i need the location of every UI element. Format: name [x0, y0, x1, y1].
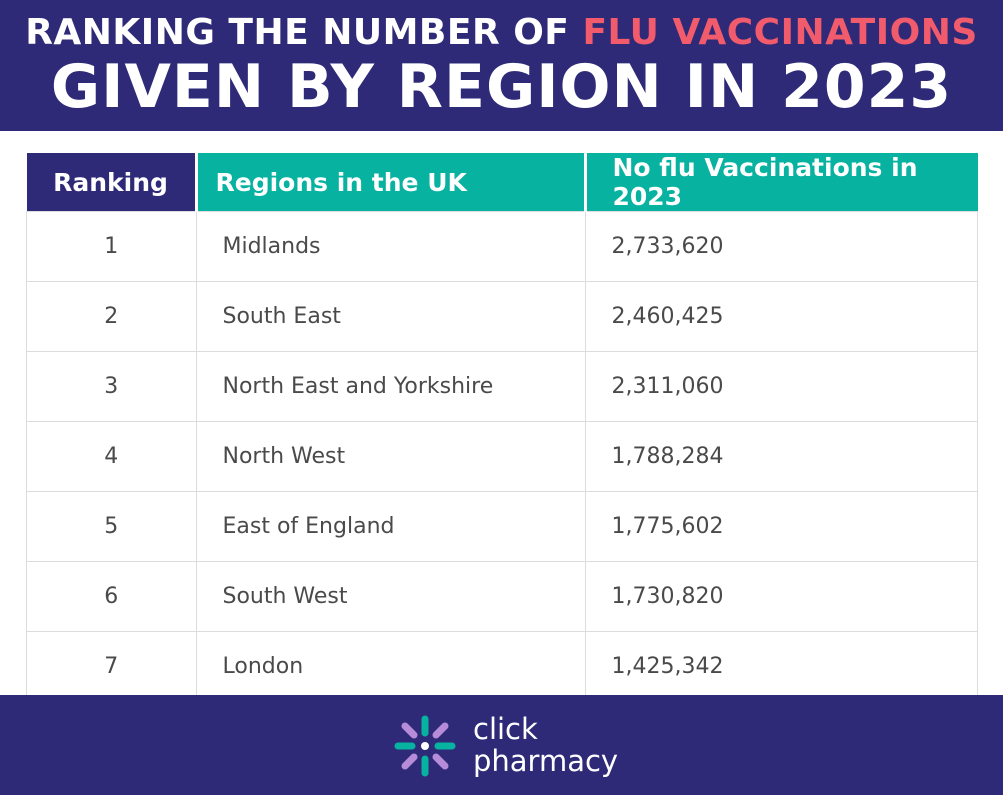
cell-ranking: 3 [26, 351, 197, 422]
table-row: 5 East of England 1,775,602 [26, 491, 978, 562]
table-row: 3 North East and Yorkshire 2,311,060 [26, 351, 978, 422]
header-banner: RANKING THE NUMBER OF FLU VACCINATIONS G… [0, 0, 1003, 131]
click-pharmacy-logo-icon [394, 715, 456, 777]
title-accent: FLU VACCINATIONS [582, 12, 978, 53]
cell-region: East of England [195, 491, 586, 562]
cell-vaccinations: 1,730,820 [584, 561, 978, 632]
cell-vaccinations: 2,311,060 [584, 351, 978, 422]
column-header-ranking: Ranking [26, 153, 196, 212]
table-header-row: Ranking Regions in the UK No flu Vaccina… [26, 153, 978, 212]
cell-region: Midlands [195, 211, 586, 282]
logo-line-2: pharmacy [473, 744, 619, 778]
title-line-1: RANKING THE NUMBER OF FLU VACCINATIONS [0, 12, 1003, 53]
cell-vaccinations: 2,733,620 [584, 211, 978, 282]
table-row: 2 South East 2,460,425 [26, 281, 978, 352]
table-row: 1 Midlands 2,733,620 [26, 211, 978, 282]
table-row: 4 North West 1,788,284 [26, 421, 978, 492]
column-header-vaccinations: No flu Vaccinations in 2023 [583, 153, 978, 212]
cell-ranking: 7 [26, 631, 197, 702]
cell-ranking: 5 [26, 491, 197, 562]
table-row: 7 London 1,425,342 [26, 631, 978, 702]
cell-vaccinations: 1,775,602 [584, 491, 978, 562]
cell-vaccinations: 2,460,425 [584, 281, 978, 352]
table-row: 6 South West 1,730,820 [26, 561, 978, 632]
cell-region: North West [195, 421, 586, 492]
cell-ranking: 2 [26, 281, 197, 352]
title-line-2: GIVEN BY REGION IN 2023 [50, 52, 953, 122]
cell-ranking: 6 [26, 561, 197, 632]
cell-region: South West [195, 561, 586, 632]
logo-line-1: click [473, 712, 538, 746]
footer-banner: click pharmacy [0, 695, 1003, 795]
cell-ranking: 1 [26, 211, 197, 282]
cell-vaccinations: 1,425,342 [584, 631, 978, 702]
table-body: 1 Midlands 2,733,620 2 South East 2,460,425 3 N… [26, 211, 978, 702]
cell-region: South East [195, 281, 586, 352]
title-prefix: RANKING THE NUMBER OF [25, 12, 583, 53]
cell-ranking: 4 [26, 421, 197, 492]
cell-region: North East and Yorkshire [195, 351, 586, 422]
vaccination-table: Ranking Regions in the UK No flu Vaccina… [26, 153, 978, 702]
cell-region: London [195, 631, 586, 702]
logo-wordmark: click pharmacy [473, 713, 618, 777]
column-header-region: Regions in the UK [194, 153, 585, 212]
cell-vaccinations: 1,788,284 [584, 421, 978, 492]
